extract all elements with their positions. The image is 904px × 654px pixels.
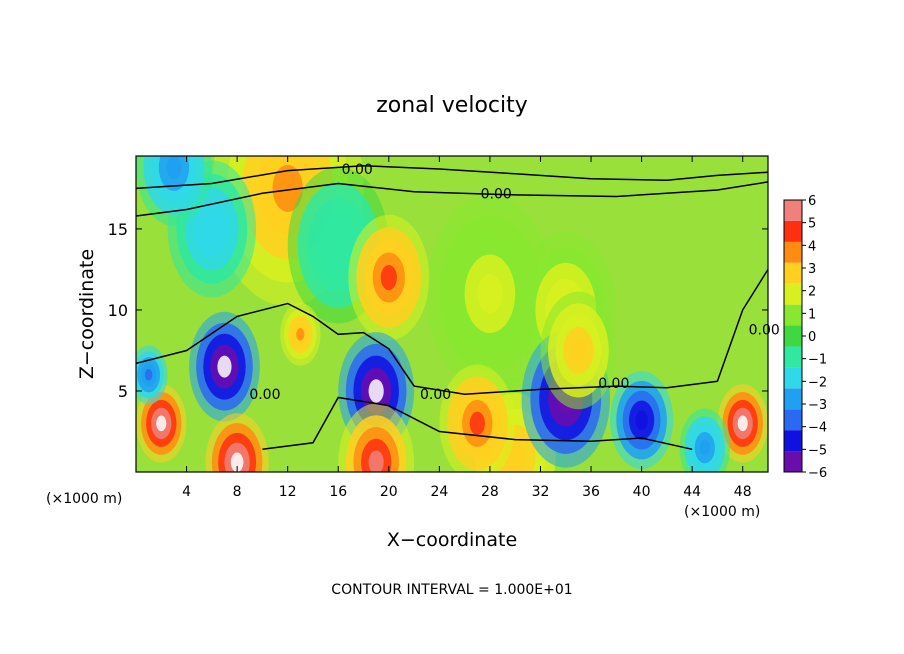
field-blob [272,164,303,212]
field-blob [477,274,503,314]
colorbar-swatch [784,262,802,284]
contour-label: 0.00 [481,186,512,202]
field-blob [368,450,384,472]
contour-label: 0.00 [342,162,373,178]
colorbar-swatch [784,367,802,389]
colorbar-swatch [784,200,802,221]
field-feature-19 [280,302,321,366]
colorbar-tick-label: 3 [808,262,816,277]
field-blob [166,156,182,180]
x-tick-label: 12 [279,484,297,500]
field-blob [635,410,648,430]
x-tick-label: 48 [734,484,752,500]
field-feature-18 [679,408,731,472]
field-feature-16 [136,384,187,463]
x-tick-label: 4 [182,484,191,500]
x-axis-label: X−coordinate [387,529,517,551]
colorbar-tick-label: 6 [808,194,816,209]
x-unit-left: (×1000 m) [46,491,122,507]
colorbar-swatch [784,430,802,452]
x-tick-label: 44 [683,484,701,500]
colorbar-swatch [784,241,802,263]
field-feature-15 [205,413,269,472]
colorbar-tick-label: 4 [808,239,816,254]
field-blob [296,327,305,341]
field-feature-7 [348,214,430,341]
colorbar-tick-label: 1 [808,307,816,322]
field-feature-11 [439,364,516,472]
field-blob [368,379,384,403]
contour-interval-text: CONTOUR INTERVAL = 1.000E+01 [331,582,572,598]
x-tick-label: 28 [481,484,499,500]
x-tick-label: 20 [380,484,398,500]
colorbar-tick-label: −2 [808,375,827,390]
colorbar-tick-label: −1 [808,353,827,368]
colorbar-swatch [784,304,802,326]
field-feature-8 [540,291,617,410]
y-tick-label: 5 [118,382,128,401]
plot-area: 0.00 0.00 0.00 0.00 0.00 0.00 [135,155,780,473]
contour-label: 0.00 [749,322,780,338]
field-feature-9 [136,156,212,227]
colorbar-tick-label: −3 [808,398,827,413]
field-blob [380,264,397,291]
zero-contour-line [262,396,693,451]
colorbar: 6 5 4 3 2 1 0 −1 −2 −3 −4 −5 −6 [783,194,827,481]
x-tick-label: 40 [633,484,651,500]
colorbar-swatch [784,220,802,242]
field-feature-13 [189,311,260,422]
field-blob [570,338,586,363]
colorbar-tick-label: 5 [808,217,816,232]
colorbar-tick-label: −6 [808,466,827,481]
y-axis: 5 10 15 [108,220,768,401]
field-feature-20 [136,345,168,405]
colorbar-tick-label: −5 [808,443,827,458]
field-blob [230,452,244,472]
zero-contour-line [135,181,769,217]
contour-label: 0.00 [598,376,629,392]
colorbar-tick-label: −4 [808,421,827,436]
field-blob [217,355,232,378]
field-blob [202,215,221,243]
contour-label: 0.00 [420,387,451,403]
colorbar-tick-label: 0 [808,330,816,345]
contour-label: 0.00 [249,387,280,403]
x-tick-label: 36 [582,484,600,500]
y-axis-label: Z−coordinate [76,249,98,379]
colorbar-tick-label: 2 [808,285,816,300]
field-blob [144,368,153,381]
zero-contour-line [135,164,769,190]
field-feature-17 [717,384,768,463]
plot-frame [135,155,769,473]
zero-contour-line [135,269,769,395]
field-blob [737,415,748,432]
x-tick-label: 16 [329,484,347,500]
x-tick-label: 8 [233,484,242,500]
field-feature-14 [610,371,674,470]
colorbar-swatch [784,325,802,347]
x-unit-right: (×1000 m) [684,504,760,520]
y-tick-label: 15 [108,220,128,239]
x-tick-label: 32 [532,484,550,500]
x-axis: 4 8 12 16 20 24 28 32 36 40 44 48 [182,156,752,500]
colorbar-swatch [784,388,802,410]
colorbar-swatch [784,451,802,472]
colorbar-swatch [784,346,802,368]
velocity-field [136,156,768,472]
y-tick-label: 10 [108,301,128,320]
field-blob [469,411,485,436]
contour-labels: 0.00 0.00 0.00 0.00 0.00 0.00 [135,162,780,451]
chart-title: zonal velocity [376,93,528,118]
colorbar-swatch [784,409,802,431]
field-blob [328,229,349,261]
field-blob [156,415,167,432]
field-blob [699,439,710,456]
field-feature-12 [338,403,415,472]
colorbar-swatch [784,283,802,305]
x-tick-label: 24 [430,484,448,500]
